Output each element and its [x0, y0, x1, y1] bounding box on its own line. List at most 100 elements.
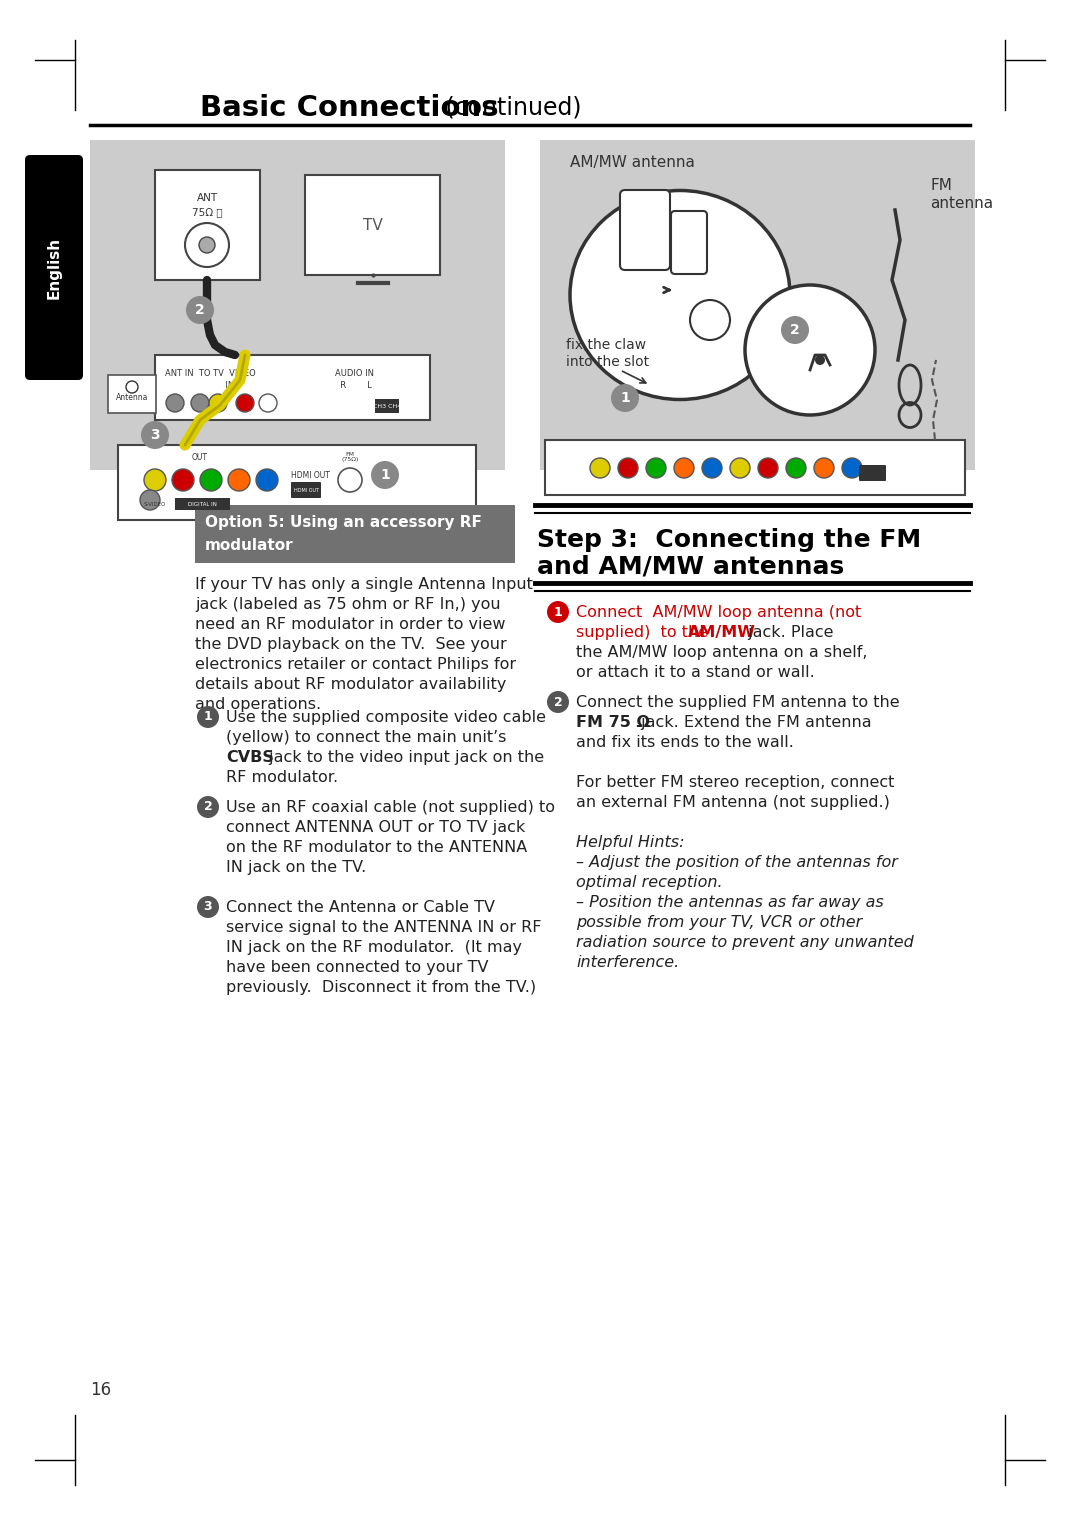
- Text: jack (labeled as 75 ohm or RF In,) you: jack (labeled as 75 ohm or RF In,) you: [195, 597, 501, 613]
- Text: Connect the Antenna or Cable TV: Connect the Antenna or Cable TV: [226, 901, 495, 914]
- Circle shape: [590, 459, 610, 479]
- Text: an external FM antenna (not supplied.): an external FM antenna (not supplied.): [576, 796, 890, 809]
- Circle shape: [172, 469, 194, 491]
- Text: RF modulator.: RF modulator.: [226, 770, 338, 785]
- Bar: [540, 140, 975, 469]
- Text: HDMI OUT: HDMI OUT: [294, 488, 319, 492]
- Text: 1: 1: [554, 605, 563, 619]
- Circle shape: [338, 468, 362, 492]
- Text: FM 75 Ω: FM 75 Ω: [576, 715, 650, 730]
- Text: have been connected to your TV: have been connected to your TV: [226, 960, 488, 975]
- Text: ANT IN  TO TV  VIDEO: ANT IN TO TV VIDEO: [165, 369, 256, 378]
- Text: (continued): (continued): [438, 96, 581, 120]
- Circle shape: [842, 459, 862, 479]
- Text: AM/MW: AM/MW: [688, 625, 756, 640]
- Bar: [305, 175, 440, 274]
- Circle shape: [814, 459, 834, 479]
- Circle shape: [197, 896, 219, 917]
- Text: FM
(75Ω): FM (75Ω): [341, 451, 359, 462]
- Text: optimal reception.: optimal reception.: [576, 875, 723, 890]
- Bar: [118, 445, 476, 520]
- Bar: [545, 440, 966, 495]
- Circle shape: [228, 469, 249, 491]
- Text: and operations.: and operations.: [195, 696, 321, 712]
- Bar: [195, 504, 515, 562]
- Circle shape: [197, 706, 219, 728]
- Circle shape: [690, 300, 730, 340]
- Text: connect ANTENNA OUT or TO TV jack: connect ANTENNA OUT or TO TV jack: [226, 820, 525, 835]
- Text: CVBS: CVBS: [226, 750, 274, 765]
- Text: into the slot: into the slot: [566, 355, 649, 369]
- Text: 16: 16: [90, 1381, 111, 1399]
- Text: DIGITAL IN: DIGITAL IN: [188, 501, 216, 506]
- Circle shape: [546, 600, 569, 623]
- Text: need an RF modulator in order to view: need an RF modulator in order to view: [195, 617, 505, 632]
- Text: 2: 2: [204, 800, 213, 814]
- Circle shape: [256, 469, 278, 491]
- Circle shape: [200, 469, 222, 491]
- Circle shape: [185, 223, 229, 267]
- Text: possible from your TV, VCR or other: possible from your TV, VCR or other: [576, 914, 862, 930]
- Ellipse shape: [570, 190, 789, 399]
- FancyBboxPatch shape: [671, 210, 707, 274]
- Circle shape: [197, 796, 219, 818]
- Text: or attach it to a stand or wall.: or attach it to a stand or wall.: [576, 664, 814, 680]
- Text: electronics retailer or contact Philips for: electronics retailer or contact Philips …: [195, 657, 516, 672]
- Text: 3: 3: [204, 901, 213, 913]
- Text: antenna: antenna: [930, 197, 994, 212]
- Circle shape: [210, 395, 227, 411]
- Text: 2: 2: [195, 303, 205, 317]
- Text: 2: 2: [791, 323, 800, 337]
- Bar: [90, 140, 505, 469]
- Circle shape: [611, 384, 639, 411]
- Text: IN jack on the TV.: IN jack on the TV.: [226, 860, 366, 875]
- FancyBboxPatch shape: [859, 465, 886, 482]
- Text: If your TV has only a single Antenna Input: If your TV has only a single Antenna Inp…: [195, 578, 532, 591]
- Text: R        L: R L: [335, 381, 372, 390]
- Circle shape: [237, 395, 254, 411]
- Text: – Position the antennas as far away as: – Position the antennas as far away as: [576, 895, 883, 910]
- Text: the DVD playback on the TV.  See your: the DVD playback on the TV. See your: [195, 637, 507, 652]
- Circle shape: [166, 395, 184, 411]
- Text: TV: TV: [363, 218, 382, 233]
- Text: service signal to the ANTENNA IN or RF: service signal to the ANTENNA IN or RF: [226, 920, 541, 936]
- Text: the AM/MW loop antenna on a shelf,: the AM/MW loop antenna on a shelf,: [576, 645, 867, 660]
- Circle shape: [674, 459, 694, 479]
- Circle shape: [781, 315, 809, 344]
- Text: OUT: OUT: [192, 453, 208, 462]
- Bar: [108, 375, 156, 413]
- FancyBboxPatch shape: [291, 482, 321, 498]
- Text: Step 3:  Connecting the FM: Step 3: Connecting the FM: [537, 527, 921, 552]
- Text: 2: 2: [554, 695, 563, 709]
- Text: Connect the supplied FM antenna to the: Connect the supplied FM antenna to the: [576, 695, 900, 710]
- Text: Helpful Hints:: Helpful Hints:: [576, 835, 685, 850]
- Text: S-VIDEO: S-VIDEO: [144, 503, 166, 507]
- Text: jack. Place: jack. Place: [743, 625, 834, 640]
- Text: Use an RF coaxial cable (not supplied) to: Use an RF coaxial cable (not supplied) t…: [226, 800, 555, 815]
- FancyBboxPatch shape: [620, 190, 670, 270]
- Circle shape: [140, 491, 160, 511]
- Circle shape: [815, 355, 825, 366]
- Text: 1: 1: [204, 710, 213, 724]
- Bar: [156, 171, 260, 280]
- Text: Basic Connections: Basic Connections: [200, 94, 499, 122]
- Text: and fix its ends to the wall.: and fix its ends to the wall.: [576, 735, 794, 750]
- Circle shape: [186, 296, 214, 325]
- Text: jack to the video input jack on the: jack to the video input jack on the: [264, 750, 544, 765]
- Circle shape: [199, 238, 215, 253]
- Circle shape: [702, 459, 723, 479]
- Bar: [175, 498, 230, 511]
- Text: Antenna: Antenna: [116, 393, 148, 401]
- FancyBboxPatch shape: [25, 155, 83, 379]
- Text: 75Ω ⩏: 75Ω ⩏: [191, 207, 222, 216]
- Text: radiation source to prevent any unwanted: radiation source to prevent any unwanted: [576, 936, 914, 949]
- Text: Option 5: Using an accessory RF: Option 5: Using an accessory RF: [205, 515, 482, 530]
- Text: Connect  AM/MW loop antenna (not: Connect AM/MW loop antenna (not: [576, 605, 861, 620]
- Text: previously.  Disconnect it from the TV.): previously. Disconnect it from the TV.): [226, 980, 536, 995]
- Circle shape: [372, 460, 399, 489]
- Text: HDMI OUT: HDMI OUT: [291, 471, 329, 480]
- Text: FM: FM: [930, 177, 951, 192]
- Text: CH3 CH4: CH3 CH4: [373, 404, 401, 410]
- Text: AM/MW antenna: AM/MW antenna: [570, 155, 694, 171]
- Circle shape: [191, 395, 210, 411]
